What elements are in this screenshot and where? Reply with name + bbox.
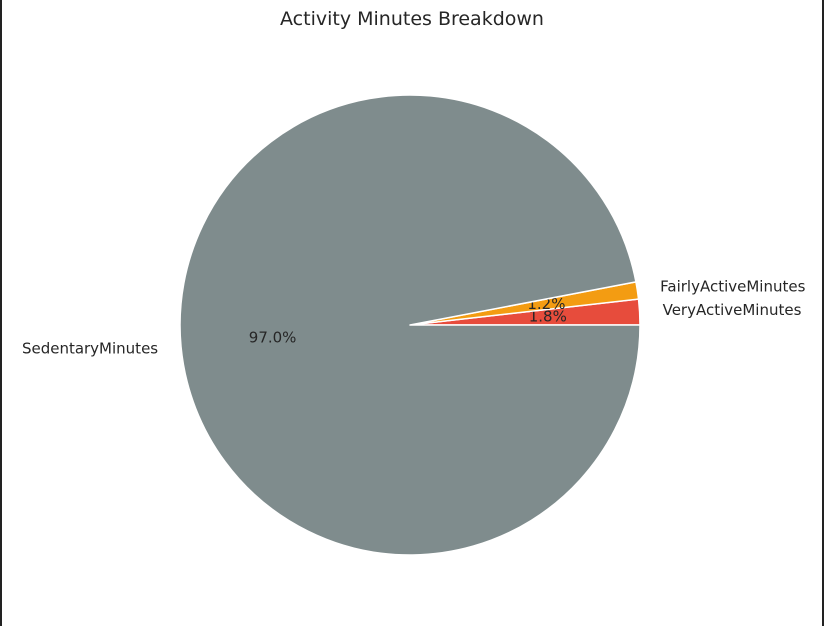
chart-title: Activity Minutes Breakdown (280, 8, 544, 30)
slice-label-fairly-active-minutes: FairlyActiveMinutes (660, 277, 805, 295)
slice-pct-very-active-minutes: 1.8% (529, 308, 567, 326)
slice-pct-sedentary-minutes: 97.0% (249, 328, 297, 346)
slice-label-very-active-minutes: VeryActiveMinutes (663, 301, 802, 319)
slice-label-sedentary-minutes: SedentaryMinutes (22, 339, 158, 357)
pie-slice-sedentary-minutes (179, 94, 641, 556)
